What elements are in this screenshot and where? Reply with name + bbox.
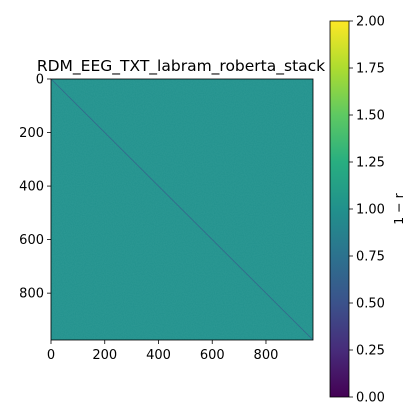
colorbar-tick-label: 0.00: [356, 391, 385, 406]
heatmap: [50, 78, 314, 341]
colorbar-tick-label: 0.50: [356, 297, 385, 312]
x-tick-label: 800: [254, 348, 279, 363]
chart-title: RDM_EEG_TXT_labram_roberta_stack: [37, 57, 325, 76]
colorbar-tick-label: 2.00: [356, 15, 385, 30]
y-tick-label: 800: [19, 287, 44, 302]
colorbar-gradient: [329, 20, 350, 398]
x-tick-label: 0: [47, 348, 55, 363]
heatmap-diagonal: [50, 78, 314, 341]
y-tick-label: 0: [36, 73, 44, 88]
colorbar: 0.00 0.25 0.50 0.75 1.00 1.25 1.50 1.75 2.00 1 −…: [329, 15, 406, 406]
y-axis: 0 200 400 600 800: [19, 73, 51, 302]
colorbar-tick-label: 1.75: [356, 62, 385, 77]
x-tick-label: 200: [92, 348, 117, 363]
y-tick-label: 600: [19, 233, 44, 248]
colorbar-tick-label: 1.25: [356, 156, 385, 171]
colorbar-label: 1 − r: [391, 192, 406, 224]
y-tick-label: 400: [19, 180, 44, 195]
colorbar-ticks: 0.00 0.25 0.50 0.75 1.00 1.25 1.50 1.75 2.00: [349, 15, 385, 406]
x-tick-label: 400: [146, 348, 171, 363]
colorbar-tick-label: 0.25: [356, 344, 385, 359]
x-axis: 0 200 400 600 800: [47, 340, 279, 363]
heatmap-frame: [50, 78, 314, 341]
x-tick-label: 600: [200, 348, 225, 363]
y-tick-label: 200: [19, 126, 44, 141]
colorbar-tick-label: 0.75: [356, 250, 385, 265]
colorbar-tick-label: 1.00: [356, 203, 385, 218]
colorbar-tick-label: 1.50: [356, 109, 385, 124]
